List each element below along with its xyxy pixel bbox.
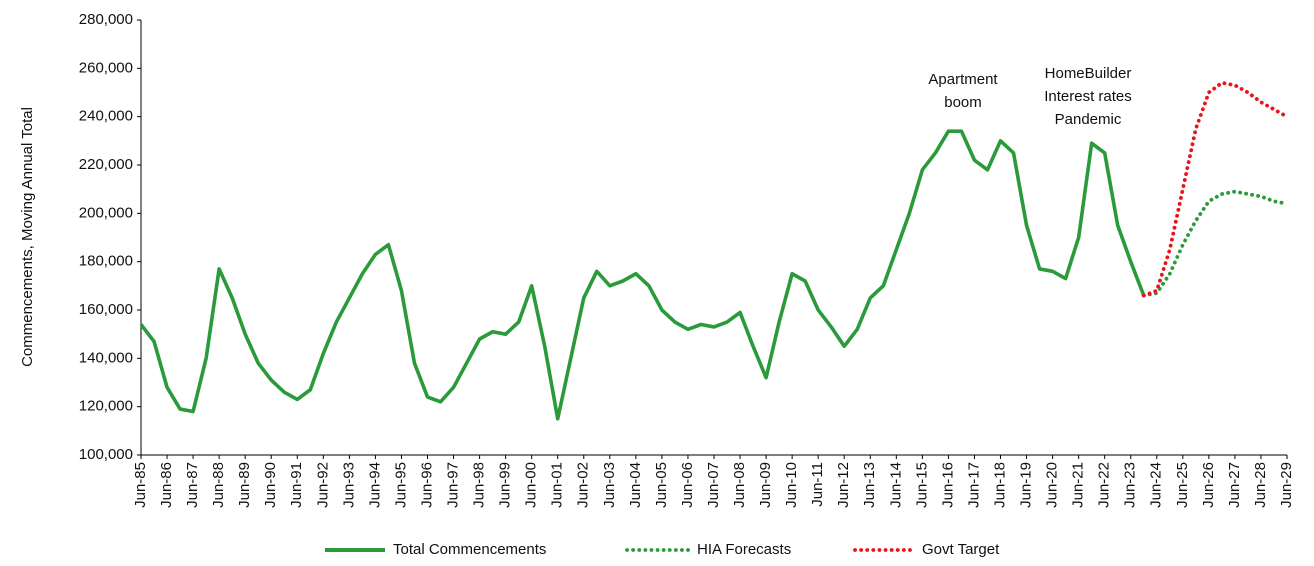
x-tick-label: Jun-99 — [497, 462, 514, 508]
x-tick-label: Jun-89 — [236, 462, 253, 508]
annotation: Interest rates — [1044, 88, 1132, 105]
y-tick-label: 280,000 — [79, 11, 133, 28]
annotation: HomeBuilder — [1045, 65, 1132, 82]
series-line — [139, 129, 1146, 421]
x-tick-label: Jun-98 — [471, 462, 488, 508]
x-tick-label: Jun-87 — [184, 462, 201, 508]
y-tick-label: 120,000 — [79, 398, 133, 415]
y-tick-label: 220,000 — [79, 156, 133, 173]
x-tick-label: Jun-28 — [1252, 462, 1269, 508]
legend-label: HIA Forecasts — [697, 541, 791, 558]
y-tick-label: 180,000 — [79, 253, 133, 270]
x-tick-label: Jun-12 — [835, 462, 852, 508]
x-tick-label: Jun-20 — [1044, 462, 1061, 508]
x-tick-label: Jun-21 — [1070, 462, 1087, 508]
y-axis-label: Commencements, Moving Annual Total — [19, 107, 36, 367]
y-tick-label: 260,000 — [79, 59, 133, 76]
x-tick-label: Jun-07 — [705, 462, 722, 508]
x-tick-label: Jun-09 — [757, 462, 774, 508]
x-tick-label: Jun-15 — [913, 462, 930, 508]
x-tick-label: Jun-06 — [679, 462, 696, 508]
x-tick-label: Jun-86 — [158, 462, 175, 508]
x-tick-label: Jun-23 — [1122, 462, 1139, 508]
x-tick-label: Jun-17 — [965, 462, 982, 508]
annotation: Apartment — [928, 71, 998, 88]
x-tick-label: Jun-16 — [939, 462, 956, 508]
x-tick-label: Jun-08 — [731, 462, 748, 508]
x-tick-label: Jun-19 — [1018, 462, 1035, 508]
x-tick-label: Jun-93 — [340, 462, 357, 508]
x-tick-label: Jun-25 — [1174, 462, 1191, 508]
x-tick-label: Jun-00 — [523, 462, 540, 508]
x-tick-label: Jun-88 — [210, 462, 227, 508]
x-tick-label: Jun-24 — [1148, 462, 1165, 508]
y-tick-label: 240,000 — [79, 108, 133, 125]
x-tick-label: Jun-03 — [601, 462, 618, 508]
annotation: Pandemic — [1055, 111, 1122, 128]
x-tick-label: Jun-95 — [392, 462, 409, 508]
x-tick-label: Jun-02 — [575, 462, 592, 508]
x-tick-label: Jun-94 — [366, 462, 383, 508]
x-tick-label: Jun-96 — [418, 462, 435, 508]
annotation: boom — [944, 94, 982, 111]
series-line — [1141, 189, 1289, 298]
x-tick-label: Jun-13 — [861, 462, 878, 508]
x-tick-label: Jun-91 — [288, 462, 305, 508]
x-tick-label: Jun-18 — [991, 462, 1008, 508]
x-tick-label: Jun-04 — [627, 462, 644, 508]
x-tick-label: Jun-29 — [1278, 462, 1295, 508]
y-tick-label: 160,000 — [79, 301, 133, 318]
legend-label: Govt Target — [922, 541, 1000, 558]
x-tick-label: Jun-10 — [783, 462, 800, 508]
legend-label: Total Commencements — [393, 541, 546, 558]
x-tick-label: Jun-05 — [653, 462, 670, 508]
y-tick-label: 200,000 — [79, 204, 133, 221]
y-tick-label: 140,000 — [79, 349, 133, 366]
x-tick-label: Jun-26 — [1200, 462, 1217, 508]
x-tick-label: Jun-01 — [549, 462, 566, 508]
x-tick-label: Jun-90 — [262, 462, 279, 508]
x-tick-label: Jun-92 — [314, 462, 331, 508]
x-tick-label: Jun-85 — [132, 462, 149, 508]
x-tick-label: Jun-97 — [445, 462, 462, 508]
x-tick-label: Jun-27 — [1226, 462, 1243, 508]
x-tick-label: Jun-11 — [809, 462, 826, 507]
y-tick-label: 100,000 — [79, 446, 133, 463]
series-line — [1141, 80, 1289, 298]
x-tick-label: Jun-22 — [1096, 462, 1113, 508]
x-tick-label: Jun-14 — [887, 462, 904, 508]
